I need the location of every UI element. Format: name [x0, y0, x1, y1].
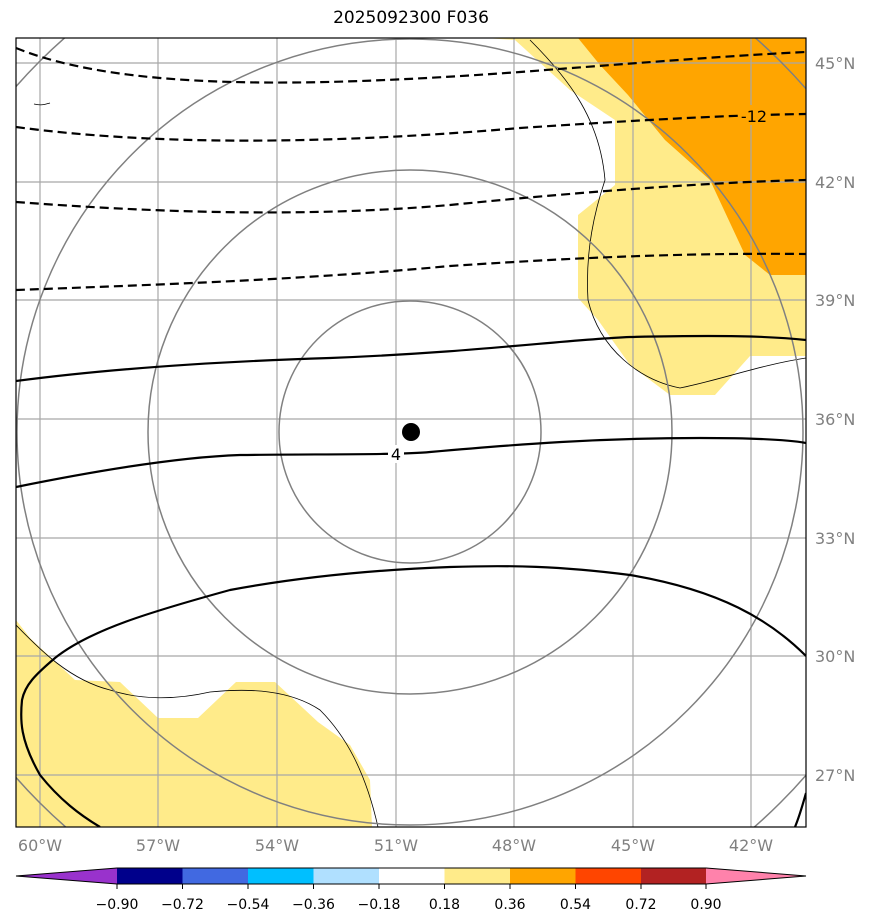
lon-label-54w: 54°W [255, 836, 299, 855]
lon-label-60w: 60°W [18, 836, 62, 855]
colorbar-segment [641, 868, 707, 884]
storm-center-marker [402, 423, 420, 441]
lat-label-30n: 30°N [815, 647, 855, 666]
colorbar-tick: 0.18 [429, 897, 460, 913]
lat-label-36n: 36°N [815, 410, 855, 429]
colorbar-tick: 0.72 [625, 897, 656, 913]
colorbar-segment [313, 868, 379, 884]
colorbar-tick: −0.18 [358, 897, 401, 913]
contour-label-4: 4 [391, 445, 401, 464]
colorbar-segment [575, 868, 641, 884]
lat-label-39n: 39°N [815, 291, 855, 310]
colorbar-segment [182, 868, 248, 884]
dashed-contours [16, 46, 806, 292]
colorbar-tick: −0.72 [161, 897, 204, 913]
lon-label-42w: 42°W [729, 836, 773, 855]
colorbar-segment [444, 868, 510, 884]
lat-label-33n: 33°N [815, 529, 855, 548]
map-frame [15, 37, 807, 828]
colorbar-tick: 0.54 [560, 897, 591, 913]
colorbar: −0.90 −0.72 −0.54 −0.36 −0.18 0.18 0.36 … [15, 867, 807, 913]
lat-label-27n: 27°N [815, 766, 855, 785]
solid-contours [16, 334, 806, 827]
colorbar-segment [510, 868, 576, 884]
map-title: 2025092300 F036 [333, 8, 489, 28]
shade-ne-orange [578, 38, 806, 275]
colorbar-extend-high [706, 868, 806, 884]
lon-label-48w: 48°W [492, 836, 536, 855]
contour-label-bg [388, 445, 404, 463]
colorbar-segment [379, 868, 445, 884]
colorbar-segment [117, 868, 183, 884]
lat-label-42n: 42°N [815, 173, 855, 192]
lon-label-51w: 51°W [374, 836, 418, 855]
colorbar-tick: 0.36 [494, 897, 525, 913]
lat-labels: 45°N 42°N 39°N 36°N 33°N 30°N 27°N [815, 54, 855, 785]
lon-label-45w: 45°W [611, 836, 655, 855]
contour-label-neg12: -12 [741, 107, 767, 126]
lat-label-45n: 45°N [815, 54, 855, 73]
lon-label-57w: 57°W [136, 836, 180, 855]
colorbar-extend-low [16, 868, 117, 884]
colorbar-tick: −0.90 [96, 897, 139, 913]
colorbar-tick: −0.36 [292, 897, 335, 913]
colorbar-tick: −0.54 [227, 897, 270, 913]
colorbar-tick: 0.90 [690, 897, 721, 913]
lon-labels: 60°W 57°W 54°W 51°W 48°W 45°W 42°W [18, 836, 773, 855]
colorbar-segment [248, 868, 314, 884]
contour-label-bg [738, 105, 770, 125]
